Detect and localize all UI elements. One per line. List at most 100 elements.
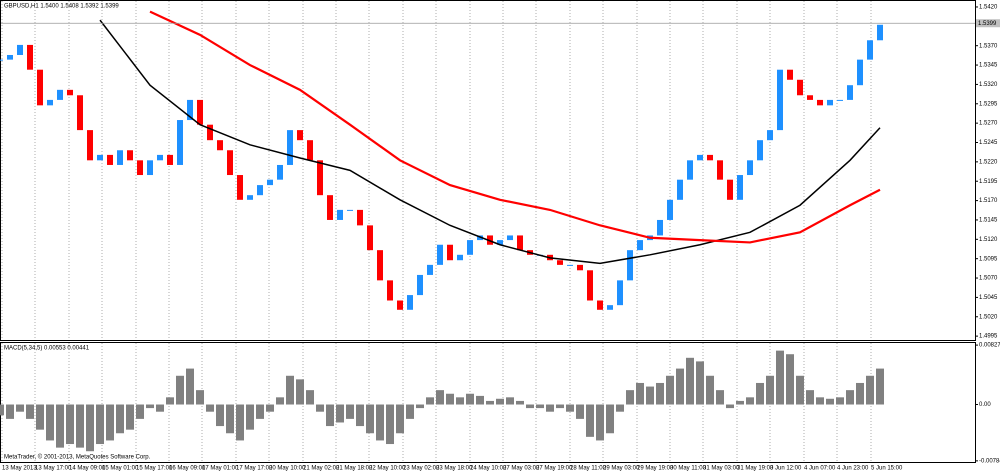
candle (267, 179, 273, 186)
macd-bar (106, 404, 114, 441)
x-tick-label: 29 May 03:00 (603, 466, 640, 472)
candle (857, 59, 863, 86)
candle (697, 154, 703, 161)
y-tick-label: 1.5245 (979, 140, 998, 146)
y-tick-label: 1.5295 (979, 101, 998, 107)
macd-bar (146, 404, 154, 409)
x-tick-label: 3 Jun 12:00 (770, 466, 802, 472)
moving-average (99, 19, 881, 265)
macd-bar (26, 404, 34, 419)
x-tick-label: 15 May 17:00 (136, 466, 173, 472)
y-tick-label: 0.00 (979, 402, 991, 408)
candle (497, 240, 503, 245)
macd-bar (496, 398, 504, 405)
macd-bar (426, 397, 434, 405)
macd-bar (476, 395, 484, 405)
macd-bar (646, 386, 654, 405)
candle (637, 240, 643, 251)
candle (157, 154, 163, 161)
macd-bar (756, 382, 764, 405)
macd-bar (736, 400, 744, 405)
macd-title: MACD(5,34,5) 0.00553 0.00441 (4, 346, 90, 352)
candle (37, 69, 43, 106)
candle (597, 300, 603, 310)
candle (67, 89, 73, 96)
macd-bar (176, 375, 184, 405)
macd-bar (616, 404, 624, 412)
macd-bar (606, 404, 614, 434)
candle (207, 124, 213, 141)
macd-bar (356, 404, 364, 427)
candle (77, 95, 83, 131)
macd-bar (46, 404, 54, 441)
candle (107, 154, 113, 165)
candle (747, 160, 753, 176)
candle (317, 160, 323, 196)
macd-bar (696, 361, 704, 405)
y-tick-label: 0.00827 (979, 343, 1000, 349)
macd-bar (576, 404, 584, 419)
macd-bar (486, 400, 494, 405)
y-tick-label: 1.5270 (979, 121, 998, 127)
macd-bar (116, 404, 124, 434)
macd-bar (876, 368, 884, 405)
x-tick-label: 30 May 11:00 (670, 466, 707, 472)
candle (347, 209, 353, 211)
candle (847, 85, 853, 100)
macd-bar (766, 375, 774, 405)
macd-bar (166, 397, 174, 405)
macd-bar (666, 375, 674, 405)
last-price-box (976, 19, 1000, 28)
macd-bar (466, 393, 474, 405)
x-tick-label: 21 May 18:00 (336, 466, 373, 472)
macd-bar (316, 404, 324, 412)
candle (817, 99, 823, 106)
macd-bar (726, 404, 734, 409)
candle (667, 199, 673, 220)
x-tick-label: 29 May 19:00 (637, 466, 674, 472)
y-tick-label: -0.00784 (979, 458, 1000, 464)
candle (167, 154, 173, 165)
macd-bar (86, 404, 94, 452)
macd-bar (156, 404, 164, 412)
x-tick-label: 20 May 10:00 (269, 466, 306, 472)
x-tick-label: 22 May 10:00 (369, 466, 406, 472)
x-tick-label: 17 May 17:00 (236, 466, 273, 472)
macd-bar (386, 404, 394, 445)
candle (357, 209, 363, 226)
x-tick-label: 31 May 19:00 (737, 466, 774, 472)
candle (87, 130, 93, 161)
macd-bar (416, 404, 424, 409)
x-tick-label: 4 Jun 23:00 (837, 466, 869, 472)
macd-bar (76, 404, 84, 448)
candle (237, 175, 243, 200)
macd-bar (266, 404, 274, 412)
x-tick-label: 4 Jun 07:00 (804, 466, 836, 472)
macd-bar (516, 400, 524, 405)
candle (227, 150, 233, 176)
candle (677, 179, 683, 200)
y-tick-label: 1.5145 (979, 218, 998, 224)
candle (47, 99, 53, 106)
candle (877, 24, 883, 41)
candle (467, 240, 473, 255)
candle (337, 209, 343, 220)
candle (447, 244, 453, 261)
candle (617, 280, 623, 306)
x-tick-label: 21 May 02:00 (303, 466, 340, 472)
macd-bar (226, 404, 234, 434)
x-tick-label: 24 May 10:00 (470, 466, 507, 472)
macd-bar (776, 350, 784, 405)
candle (777, 69, 783, 131)
candle (217, 140, 223, 151)
candle (727, 179, 733, 200)
candle (277, 164, 283, 180)
macd-bar (306, 390, 314, 405)
candle (117, 150, 123, 165)
macd-bar (856, 382, 864, 405)
candle (407, 295, 413, 310)
x-tick-label: 17 May 01:00 (202, 466, 239, 472)
macd-bar (526, 404, 534, 409)
candle (457, 254, 463, 261)
candle (767, 130, 773, 141)
